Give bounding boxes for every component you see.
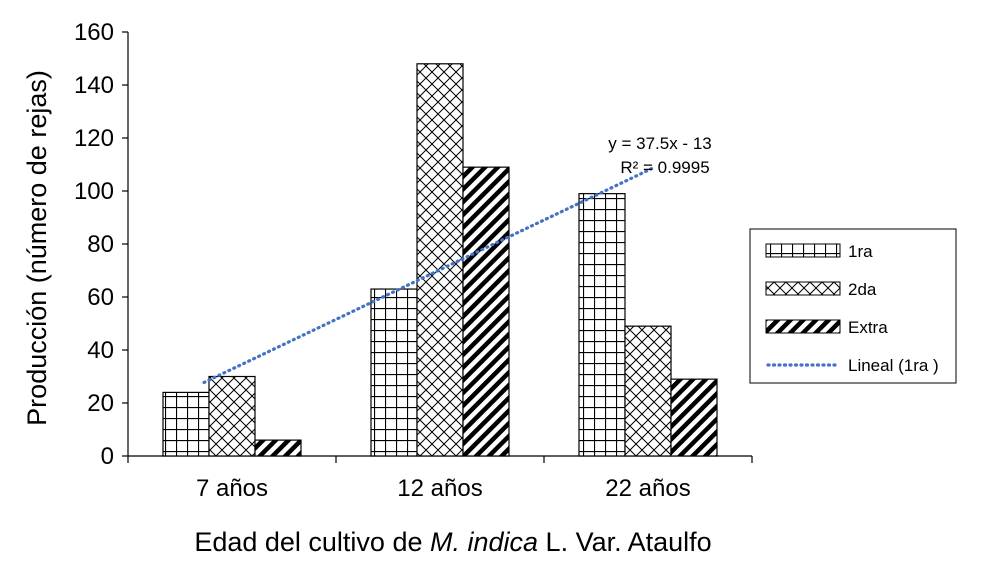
bar-1ra-3 (578, 193, 626, 457)
bar-1ra-2 (370, 288, 418, 457)
legend: 1ra 2da Extra Lineal (1ra ) (749, 228, 957, 384)
bar-extra-2 (462, 166, 510, 457)
trendline-r-squared: R² = 0.9995 (620, 158, 709, 177)
y-tick-label: 0 (101, 443, 114, 470)
x-axis-title: Edad del cultivo de M. indica L. Var. At… (194, 527, 711, 557)
tick-labels: 0 20 40 60 80 100 120 140 160 7 años 12 años 22 año… (74, 19, 691, 502)
legend-swatch-extra (765, 319, 841, 334)
bar-extra-3 (670, 378, 718, 457)
x-axis-title-italic: M. indica (430, 527, 538, 557)
y-tick-label: 40 (87, 337, 114, 364)
x-tick-label: 12 años (397, 475, 482, 502)
y-axis-title: Producción (número de rejas) (22, 70, 52, 426)
bar-1ra-1 (162, 391, 210, 457)
legend-label: Extra (848, 318, 888, 337)
legend-label: Lineal (1ra ) (848, 356, 939, 375)
trendline (202, 166, 654, 385)
x-tick-label: 7 años (196, 475, 268, 502)
y-tick-label: 100 (74, 178, 114, 205)
x-tick-label: 22 años (605, 475, 690, 502)
bars (162, 63, 718, 457)
bar-2da-2 (416, 63, 464, 457)
legend-label: 2da (848, 280, 877, 299)
y-tick-label: 60 (87, 284, 114, 311)
x-axis-title-part: Edad del cultivo de (194, 527, 430, 557)
legend-swatch-1ra (765, 243, 841, 258)
y-tick-label: 80 (87, 231, 114, 258)
bar-extra-1 (254, 439, 302, 457)
y-tick-label: 140 (74, 72, 114, 99)
trendline-equation: y = 37.5x - 13 (608, 134, 711, 153)
legend-swatch-2da (765, 281, 841, 296)
y-tick-label: 20 (87, 390, 114, 417)
legend-label: 1ra (848, 242, 873, 261)
bar-2da-3 (624, 325, 672, 457)
x-axis-title-part: L. Var. Ataulfo (538, 527, 712, 557)
trendline-line (202, 166, 654, 385)
bar-2da-1 (208, 375, 256, 457)
y-tick-label: 160 (74, 19, 114, 46)
y-tick-label: 120 (74, 125, 114, 152)
